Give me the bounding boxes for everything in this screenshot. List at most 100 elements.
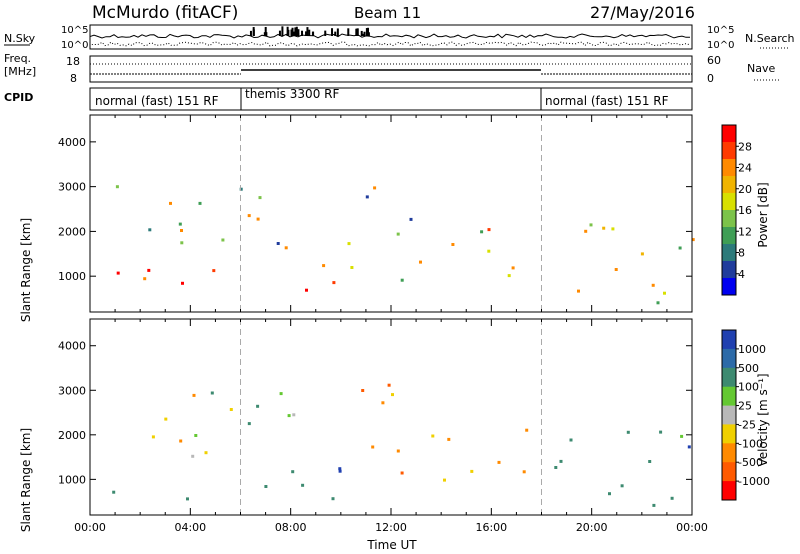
x-tick-label: 00:00 <box>676 521 708 534</box>
x-tick-label: 00:00 <box>74 521 106 534</box>
colorbar-swatch <box>722 462 736 482</box>
range-cell <box>396 449 400 453</box>
range-cell <box>626 430 630 434</box>
colorbar-tick-label: 20 <box>738 183 752 196</box>
range-cell <box>143 277 147 281</box>
power-ylabel: Slant Range [km] <box>19 218 33 322</box>
range-cell <box>256 404 260 408</box>
y-tick-label: 1000 <box>58 270 86 283</box>
range-cell <box>371 445 375 449</box>
range-cell <box>391 393 394 397</box>
y-tick-label: 3000 <box>58 384 86 397</box>
range-cell <box>338 467 342 471</box>
colorbar-swatch <box>722 278 736 296</box>
range-cell <box>292 413 296 417</box>
range-cell <box>198 201 202 205</box>
range-cell <box>602 226 606 230</box>
range-cell <box>361 389 365 392</box>
nave-label: Nave <box>747 62 775 75</box>
y-tick-label: 4000 <box>58 340 86 353</box>
freq-unit: [MHz] <box>4 65 36 78</box>
freq-tick-top: 18 <box>66 55 80 68</box>
range-cell <box>115 185 119 189</box>
range-cell <box>487 228 491 232</box>
range-cell <box>221 238 225 242</box>
range-cell <box>480 230 484 234</box>
range-cell <box>387 383 391 387</box>
range-cell <box>229 408 233 411</box>
x-tick-label: 20:00 <box>576 521 608 534</box>
x-tick-label: 12:00 <box>375 521 407 534</box>
velocity-ylabel: Slant Range [km] <box>19 428 33 532</box>
range-cell <box>691 238 695 242</box>
range-cell <box>178 222 182 226</box>
nsearch-tick-bottom: 10^0 <box>707 40 734 51</box>
range-cell <box>331 497 335 501</box>
range-cell <box>381 401 385 405</box>
range-cell <box>365 195 369 199</box>
range-cell <box>180 229 183 232</box>
range-cell <box>443 478 446 482</box>
range-cell <box>584 229 588 233</box>
range-cell <box>687 445 691 449</box>
colorbar-tick-label: 25 <box>738 400 752 413</box>
colorbar-swatch <box>722 348 736 369</box>
cpid-strip <box>89 87 693 111</box>
cpid-segment-label: normal (fast) 151 RF <box>545 94 669 108</box>
range-cell <box>247 422 251 426</box>
range-cell <box>194 434 198 437</box>
range-cell <box>470 469 474 473</box>
range-cell <box>287 414 291 418</box>
x-tick-label: 08:00 <box>275 521 307 534</box>
cpid-segment-label: normal (fast) 151 RF <box>95 94 219 108</box>
colorbar-swatch <box>722 176 736 194</box>
nsearch-label: N.Search <box>745 32 795 45</box>
range-cell <box>431 434 435 438</box>
range-cell <box>148 228 152 232</box>
power-colorbar-label: Power [dB] <box>756 182 770 247</box>
colorbar-tick-label: 500 <box>738 362 759 375</box>
range-cell <box>659 430 663 434</box>
range-cell <box>409 217 413 221</box>
colorbar-swatch <box>722 367 736 388</box>
velocity-colorbar-label: Velocity [m s⁻¹] <box>756 373 770 466</box>
power-panel: 1000 2000 3000 4000 <box>58 114 695 313</box>
colorbar-swatch <box>722 481 736 501</box>
range-cell <box>670 496 674 500</box>
colorbar-tick-label: -500 <box>738 456 763 469</box>
range-cell <box>347 242 351 246</box>
range-cell <box>258 196 262 200</box>
range-cell <box>640 252 644 256</box>
colorbar-swatch <box>722 227 736 245</box>
freq-strip <box>89 55 693 83</box>
range-cell <box>204 451 208 455</box>
range-cell <box>186 497 189 501</box>
colorbar-swatch <box>722 405 736 425</box>
colorbar-tick-label: 28 <box>738 140 752 153</box>
date-title: 27/May/2016 <box>590 3 695 22</box>
freq-tick-bottom: 8 <box>70 72 77 85</box>
colorbar-tick-label: 12 <box>738 225 752 238</box>
x-axis-label: Time UT <box>366 538 417 552</box>
colorbar-swatch <box>722 424 736 444</box>
range-cell <box>569 438 573 442</box>
nsky-label: N.Sky <box>4 32 36 45</box>
colorbar-swatch <box>722 386 736 407</box>
nsky-tick-bottom: 10^0 <box>61 40 88 51</box>
range-cell <box>614 268 618 271</box>
colorbar-swatch <box>722 125 736 143</box>
range-cell <box>338 469 342 473</box>
range-cell <box>116 271 120 275</box>
range-cell <box>651 283 655 287</box>
range-cell <box>181 281 184 285</box>
colorbar-swatch <box>722 330 736 350</box>
range-cell <box>169 201 172 205</box>
range-cell <box>210 391 214 395</box>
range-cell <box>179 439 183 443</box>
range-cell <box>663 291 666 295</box>
range-cell <box>256 217 260 221</box>
colorbar-swatch <box>722 159 736 177</box>
colorbar-swatch <box>722 193 736 211</box>
colorbar-tick-label: 24 <box>738 162 752 175</box>
